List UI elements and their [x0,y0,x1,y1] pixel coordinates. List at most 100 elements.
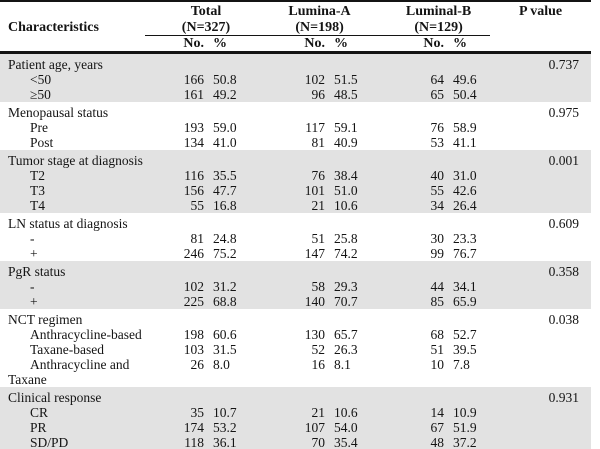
lumina-a-percent-cell: 10.6 [327,405,373,420]
col-header-luminal-b: Luminal-B [405,4,472,19]
luminal-b-percent-cell: 31.0 [446,168,491,183]
data-row: - 81 24.8 51 25.8 30 23.3 [0,231,591,246]
luminal-b-percent-cell: 51.9 [446,420,491,435]
subheader-no-luminal-b: No. [372,35,447,54]
total-percent-cell: 75.2 [213,246,237,261]
total-percent-cell: 31.5 [213,342,237,357]
lumina-a-count-cell: 52 [311,342,326,357]
lumina-a-count-cell: 70 [252,435,328,449]
lumina-a-count-cell: 117 [305,120,326,135]
p-value-empty-cell [490,420,592,435]
col-header-lumina-a: Lumina-A [288,4,351,19]
row-label: T4 [0,198,145,213]
subheader-no-total: No. [145,35,206,54]
lumina-a-percent-cell: 35.4 [327,435,373,449]
col-header-total: Total [190,4,222,19]
total-count-cell: 118 [145,435,206,449]
p-value-empty-cell [490,87,592,102]
p-value-empty-cell [490,135,591,150]
p-value-empty-cell [490,279,592,294]
lumina-a-percent-cell: 38.4 [327,168,373,183]
lumina-a-percent-cell: 51.5 [327,72,373,87]
total-percent-cell: 24.8 [213,231,237,246]
data-row: <50 166 50.8 102 51.5 64 49.6 [0,72,592,87]
luminal-b-count-cell: 30 [430,231,445,246]
p-value-empty-cell [490,231,591,246]
total-count-cell: 103 [183,342,204,357]
luminal-b-count-cell: 64 [372,72,447,87]
luminal-b-count-cell: 76 [430,120,445,135]
lumina-a-count-cell: 21 [252,198,328,213]
lumina-a-count-cell: 102 [252,72,328,87]
p-value: 0.038 [548,312,580,327]
lumina-a-percent-cell: 48.5 [327,87,373,102]
p-value-empty-cell [490,198,592,213]
row-label: Taxane-based [30,342,105,357]
lumina-a-percent-cell: 29.3 [327,279,373,294]
subheader-pct-total: % [206,35,253,54]
total-count-cell: 166 [145,72,206,87]
p-value: 0.358 [490,261,592,279]
lumina-a-count-cell: 81 [311,135,326,150]
section-label: LN status at diagnosis [8,216,128,231]
luminal-b-percent-cell: 50.4 [446,87,491,102]
header-row-n-counts: (N=327) (N=198) (N=129) [0,20,591,36]
lumina-a-count-cell: 58 [252,279,328,294]
luminal-b-percent-cell: 37.2 [446,435,491,449]
p-value-empty-cell [490,72,592,87]
col-header-characteristics: Characteristics [0,1,145,54]
p-value-empty-cell [490,294,592,309]
luminal-b-count-cell: 65 [372,87,447,102]
data-row: Post 134 41.0 81 40.9 53 41.1 [0,135,591,150]
total-percent-cell: 41.0 [213,135,237,150]
p-value: 0.001 [490,150,592,168]
data-row: Anthracycline and Taxane 26 8.0 16 8.1 1… [0,357,591,387]
luminal-b-percent-cell: 41.1 [453,135,477,150]
lumina-a-count-cell: 96 [252,87,328,102]
table-body: Patient age, years 0.737 <50 166 50.8 10… [0,52,592,449]
data-row: Taxane-based 103 31.5 52 26.3 51 39.5 [0,342,591,357]
total-percent-cell: 59.0 [213,120,237,135]
p-value-empty-cell [490,342,591,357]
col-header-p-value: P value [490,1,592,54]
total-percent-cell: 68.8 [206,294,253,309]
row-label: - [0,279,145,294]
luminal-b-percent-cell: 58.9 [453,120,477,135]
total-count-cell: 198 [183,327,204,342]
p-value-empty-cell [490,405,592,420]
luminal-b-percent-cell: 10.9 [446,405,491,420]
lumina-a-percent-cell: 25.8 [334,231,358,246]
luminal-b-percent-cell: 52.7 [453,327,477,342]
luminal-b-count-cell: 51 [430,342,445,357]
lumina-a-count-cell: 140 [252,294,328,309]
luminal-b-percent-cell: 39.5 [453,342,477,357]
luminal-b-count-cell: 14 [372,405,447,420]
data-row: SD/PD 118 36.1 70 35.4 48 37.2 [0,435,592,449]
total-count-cell: 156 [145,183,206,198]
p-value: 0.931 [490,387,592,405]
lumina-a-percent-cell: 8.1 [334,357,351,372]
data-row: ≥50 161 49.2 96 48.5 65 50.4 [0,87,592,102]
data-row: PR 174 53.2 107 54.0 67 51.9 [0,420,592,435]
luminal-b-count-cell: 55 [372,183,447,198]
data-row: Anthracycline-based 198 60.6 130 65.7 68… [0,327,591,342]
section-header-row: NCT regimen 0.038 [0,309,591,327]
lumina-a-count-cell: 101 [252,183,328,198]
total-count-cell: 225 [145,294,206,309]
lumina-a-percent-cell: 26.3 [334,342,358,357]
total-percent-cell: 10.7 [206,405,253,420]
luminal-b-count-cell: 10 [430,357,445,372]
lumina-a-percent-cell: 10.6 [327,198,373,213]
lumina-a-count-cell: 147 [304,246,326,261]
section-header-row: Menopausal status 0.975 [0,102,591,120]
total-count-cell: 35 [145,405,206,420]
p-value-empty-cell [490,357,591,387]
row-label: - [30,231,35,246]
lumina-a-count-cell: 130 [304,327,326,342]
total-count-cell: 102 [145,279,206,294]
luminal-b-count-cell: 53 [430,135,445,150]
luminal-b-percent-cell: 65.9 [446,294,491,309]
total-count-cell: 174 [145,420,206,435]
total-percent-cell: 47.7 [206,183,253,198]
